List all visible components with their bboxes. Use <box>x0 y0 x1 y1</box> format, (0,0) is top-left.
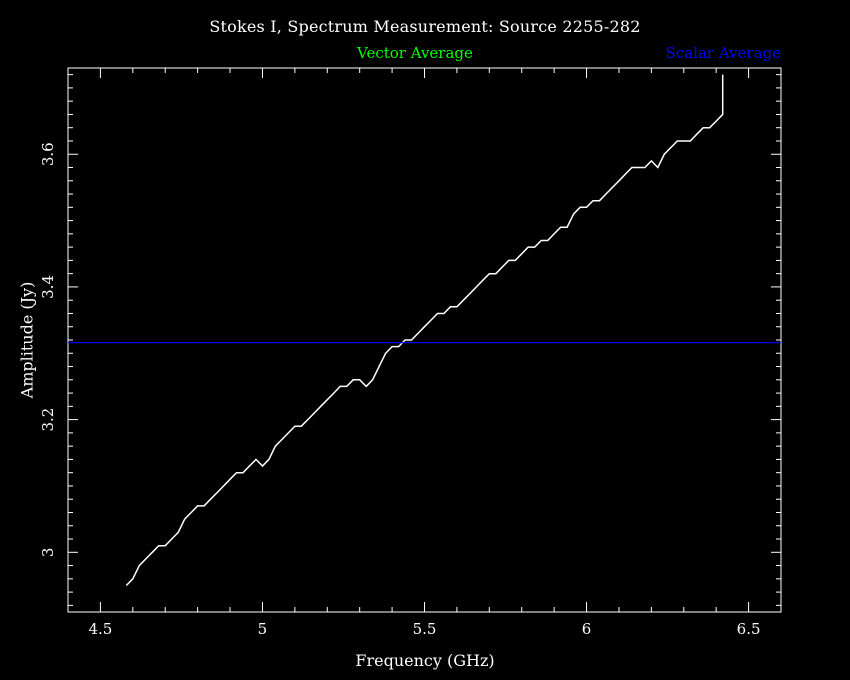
x-tick-label: 6 <box>582 620 592 638</box>
x-tick-label: 5 <box>258 620 268 638</box>
x-axis-label: Frequency (GHz) <box>355 651 495 670</box>
legend-scalar-average: Scalar Average <box>665 44 781 62</box>
y-tick-label: 3.2 <box>39 408 57 432</box>
series-line-vector-average <box>125 74 724 587</box>
x-tick-label: 6.5 <box>737 620 761 638</box>
chart-title: Stokes I, Spectrum Measurement: Source 2… <box>209 17 641 36</box>
plot-frame <box>67 67 782 613</box>
x-tick-label: 4.5 <box>88 620 112 638</box>
x-tick-label: 5.5 <box>413 620 437 638</box>
y-tick-label: 3.4 <box>39 275 57 299</box>
y-tick-label: 3 <box>39 548 57 558</box>
y-tick-label: 3.6 <box>39 142 57 166</box>
legend-vector-average: Vector Average <box>357 44 473 62</box>
